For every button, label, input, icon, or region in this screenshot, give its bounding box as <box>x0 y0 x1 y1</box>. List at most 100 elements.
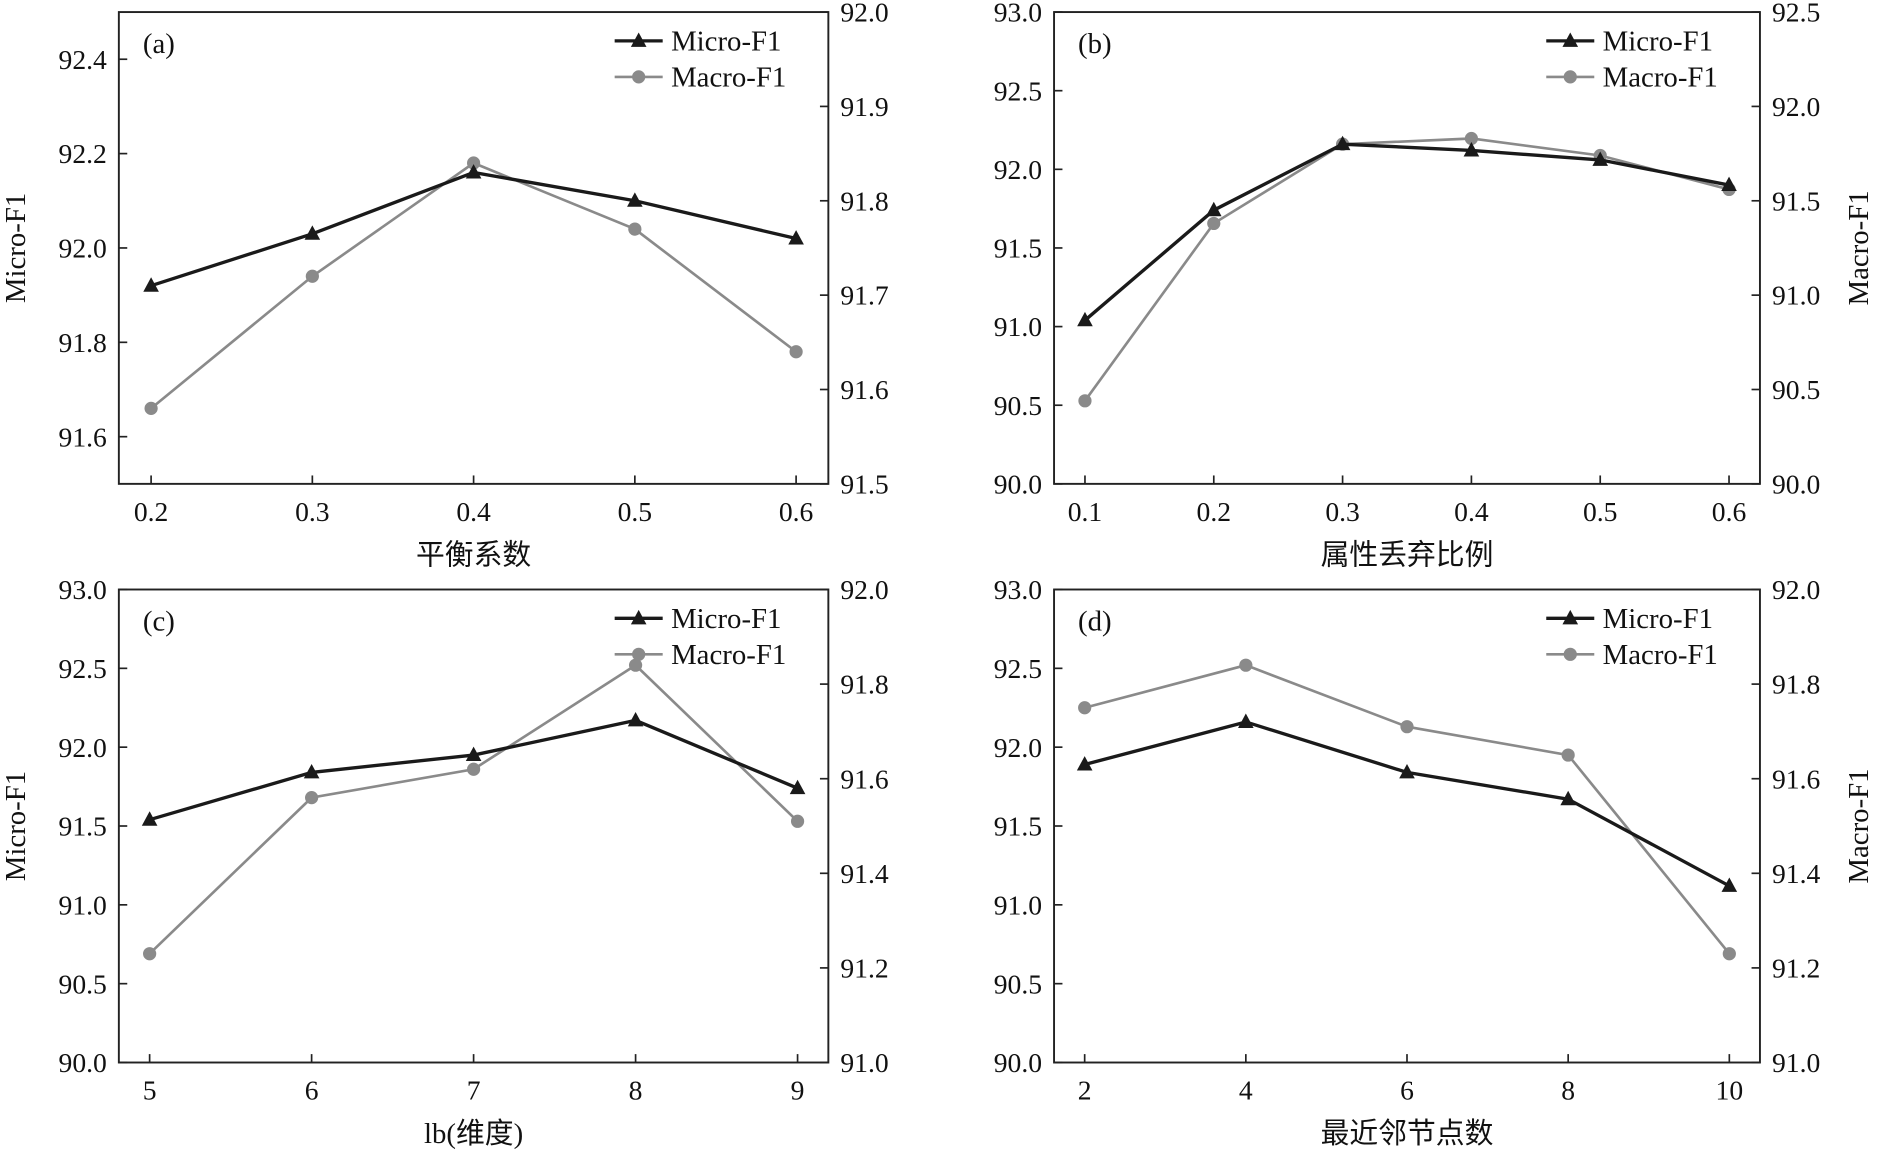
data-point-circle <box>632 647 646 661</box>
data-point-circle <box>466 762 481 776</box>
data-point-triangle <box>1592 151 1609 166</box>
legend-label: Micro-F1 <box>1603 603 1713 635</box>
y2-tick-label: 91.6 <box>840 374 888 405</box>
y-tick-label: 93.0 <box>994 0 1042 28</box>
series-line <box>1084 720 1731 888</box>
x-tick-label: 0.4 <box>456 496 491 527</box>
data-point-triangle <box>627 711 644 727</box>
series-macro-f1 <box>1078 658 1736 961</box>
data-point-circle <box>1207 216 1221 231</box>
series-line <box>150 161 797 410</box>
x-tick-label: 5 <box>143 1075 157 1106</box>
y2-tick-label: 90.5 <box>1772 374 1820 405</box>
data-point-circle <box>305 791 319 805</box>
data-point-circle <box>1563 70 1577 84</box>
y-tick-label: 92.0 <box>59 233 107 264</box>
x-tick-label: 0.5 <box>618 496 653 527</box>
series-micro-f1 <box>141 711 806 826</box>
y2-tick-label: 92.0 <box>840 574 888 605</box>
y-tick-label: 90.5 <box>994 968 1042 999</box>
legend: Micro-F1 Macro-F1 <box>614 25 786 93</box>
data-point-triangle <box>1562 609 1579 625</box>
data-point-circle <box>1563 647 1577 661</box>
legend-label: Macro-F1 <box>1603 61 1718 93</box>
y2-tick-label: 91.7 <box>840 280 889 311</box>
data-point-triangle <box>1463 142 1480 157</box>
y2-tick-label: 91.8 <box>840 669 888 700</box>
y-tick-label: 91.5 <box>59 811 107 842</box>
y-tick-label: 92.0 <box>994 154 1042 185</box>
x-tick-label: 0.2 <box>134 496 169 527</box>
y-axis-label: Micro-F1 <box>0 771 32 881</box>
panel-c: 5 6 7 8 9 90.0 90.5 91.0 91.5 92.0 92.5 93.0 91.0 91.… <box>0 574 889 1150</box>
legend: Micro-F1 Macro-F1 <box>1546 603 1718 671</box>
legend-label: Micro-F1 <box>671 603 781 635</box>
y-tick-label: 91.0 <box>994 311 1042 342</box>
x-tick-label: 0.3 <box>295 496 330 527</box>
y-tick-label: 92.2 <box>59 138 107 169</box>
series-line <box>150 170 797 288</box>
data-point-triangle <box>789 779 806 795</box>
y2-tick-label: 92.0 <box>840 0 888 28</box>
data-point-triangle <box>304 225 321 240</box>
y-tick-label: 92.0 <box>994 732 1042 763</box>
x-tick-label: 7 <box>467 1075 481 1106</box>
data-point-triangle <box>1562 32 1579 47</box>
data-point-circle <box>144 401 158 415</box>
panel-label: (b) <box>1078 28 1112 60</box>
y-tick-label: 90.5 <box>59 968 107 999</box>
series-macro-f1 <box>1078 131 1736 408</box>
data-point-triangle <box>143 277 159 292</box>
y-tick-label: 93.0 <box>59 574 107 605</box>
y-tick-label: 90.0 <box>59 1047 107 1078</box>
y2-tick-label: 91.4 <box>1772 858 1821 889</box>
x-tick-label: 6 <box>305 1075 319 1106</box>
y2-tick-label: 91.5 <box>1772 185 1820 216</box>
data-point-circle <box>789 345 803 359</box>
data-point-circle <box>466 156 481 170</box>
y2-tick-label: 91.5 <box>840 468 888 499</box>
y-tick-label: 92.4 <box>59 44 108 75</box>
series-macro-f1 <box>143 658 805 961</box>
data-point-circle <box>305 269 319 283</box>
x-tick-label: 8 <box>1561 1075 1575 1106</box>
y-tick-label: 91.5 <box>994 233 1042 264</box>
y-axis-label: Micro-F1 <box>0 193 32 303</box>
y2-tick-label: 91.0 <box>1772 1047 1820 1078</box>
x-tick-label: 0.3 <box>1325 496 1360 527</box>
y-tick-label: 91.5 <box>994 811 1042 842</box>
data-point-circle <box>1722 947 1736 961</box>
y-tick-label: 90.0 <box>994 1047 1042 1078</box>
y2-tick-label: 91.8 <box>1772 669 1820 700</box>
y-tick-label: 92.0 <box>59 732 107 763</box>
data-point-triangle <box>788 230 804 245</box>
data-point-triangle <box>1205 201 1222 217</box>
data-point-triangle <box>303 763 320 779</box>
x-tick-label: 10 <box>1716 1075 1744 1106</box>
series-line <box>1084 663 1731 955</box>
y2-tick-label: 91.0 <box>1772 280 1820 311</box>
x-axis-label: 最近邻节点数 <box>1321 1118 1494 1150</box>
legend-label: Macro-F1 <box>671 61 786 93</box>
panel-label: (c) <box>143 605 175 637</box>
data-point-triangle <box>630 609 647 625</box>
data-point-circle <box>1078 701 1092 715</box>
series-micro-f1 <box>143 164 804 292</box>
data-point-triangle <box>1721 877 1738 892</box>
data-point-triangle <box>627 192 643 207</box>
y-tick-label: 90.0 <box>994 468 1042 499</box>
y2-tick-label: 92.0 <box>1772 574 1820 605</box>
series-line <box>1083 137 1730 402</box>
panel-label: (d) <box>1078 605 1112 637</box>
data-point-triangle <box>141 811 158 826</box>
data-point-triangle <box>465 746 482 762</box>
series-micro-f1 <box>1076 713 1738 892</box>
data-point-circle <box>1464 131 1479 146</box>
legend-label: Macro-F1 <box>1603 639 1718 671</box>
data-point-circle <box>143 947 157 961</box>
panel-d: 2 4 6 8 10 90.0 90.5 91.0 91.5 92.0 92.5 93.0 91.0 91… <box>994 574 1875 1150</box>
data-point-triangle <box>630 32 647 47</box>
data-point-triangle <box>1077 311 1093 327</box>
y-tick-label: 92.5 <box>994 75 1042 106</box>
